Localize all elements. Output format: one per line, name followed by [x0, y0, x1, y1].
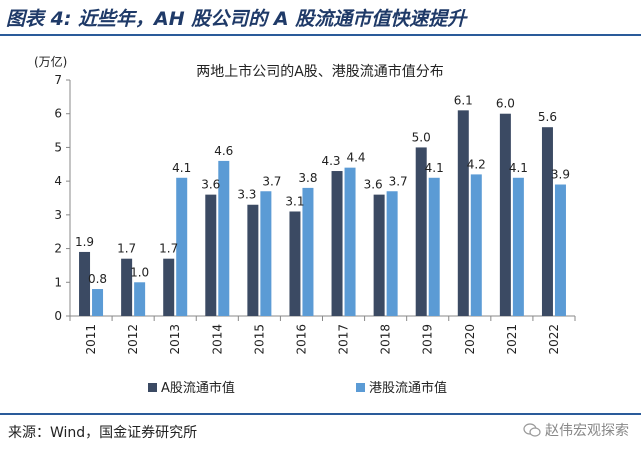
bar-a [205, 194, 217, 316]
bar-h [554, 184, 566, 316]
bar-a [247, 204, 259, 316]
bar-label-h: 4.1 [509, 161, 528, 175]
bar-a [289, 211, 301, 316]
bar-label-a: 1.7 [117, 242, 136, 256]
source-note: 来源：Wind，国金证券研究所 [8, 425, 198, 441]
bar-label-a: 3.3 [237, 188, 256, 202]
bar-h [344, 167, 356, 316]
legend-swatch-a [148, 383, 157, 392]
x-tick-label: 2017 [337, 324, 351, 355]
bar-h [218, 160, 230, 316]
y-tick-label: 6 [54, 107, 62, 121]
bar-label-a: 3.6 [201, 178, 220, 192]
watermark: 赵伟宏观探索 [523, 420, 629, 440]
bars-group [79, 110, 566, 316]
bar-h [386, 191, 398, 316]
x-tick-label: 2015 [252, 324, 266, 355]
y-tick-label: 3 [54, 208, 62, 222]
bar-label-h: 3.7 [389, 174, 408, 188]
bar-label-h: 0.8 [88, 272, 107, 286]
x-tick-label: 2012 [126, 324, 140, 355]
bar-label-a: 5.6 [538, 110, 557, 124]
x-axis: 2011 2012 2013 2014 2015 2016 2017 2018 2019 2020… [69, 315, 576, 355]
legend-label-h: 港股流通市值 [369, 380, 447, 396]
y-tick-label: 0 [54, 309, 62, 323]
x-tick-label: 2018 [379, 324, 393, 355]
figure-title: 图表 4: 近些年，AH 股公司的 A 股流通市值快速提升 [6, 8, 467, 30]
bar-h [302, 187, 314, 316]
bar-label-a: 3.1 [285, 194, 304, 208]
bar-label-a: 1.7 [159, 242, 178, 256]
bar-a [79, 251, 91, 316]
y-tick-label: 7 [54, 73, 62, 87]
bar-label-h: 4.4 [346, 151, 365, 165]
bar-label-a: 4.3 [321, 154, 340, 168]
bar-h [260, 191, 272, 316]
legend-label-a: A股流通市值 [161, 380, 235, 396]
bar-a [541, 127, 553, 316]
chart-title: 两地上市公司的A股、港股流通市值分布 [196, 63, 444, 80]
y-unit-label: (万亿) [34, 54, 67, 69]
bar-label-a: 6.1 [454, 93, 473, 107]
legend: A股流通市值 港股流通市值 [148, 380, 447, 396]
wechat-icon [523, 423, 541, 437]
y-tick-label: 4 [54, 174, 62, 188]
bar-label-h: 1.0 [130, 265, 149, 279]
bar-a [415, 147, 427, 316]
bar-a [163, 258, 175, 316]
bar-a [499, 113, 511, 316]
y-axis: 0 1 2 3 4 5 6 7 [54, 73, 71, 323]
bar-h [512, 177, 524, 316]
bar-label-a: 6.0 [496, 97, 515, 111]
top-rule [0, 34, 641, 36]
watermark-text: 赵伟宏观探索 [545, 423, 629, 439]
bar-label-h: 3.8 [298, 171, 317, 185]
x-tick-label: 2021 [505, 324, 519, 355]
x-tick-label: 2022 [547, 324, 561, 355]
bar-label-h: 3.7 [262, 174, 281, 188]
x-tick-label: 2020 [463, 324, 477, 355]
bar-label-h: 4.2 [467, 157, 486, 171]
bar-label-h: 3.9 [551, 168, 570, 182]
bar-label-a: 3.6 [364, 178, 383, 192]
bar-h [134, 282, 146, 316]
bar-a [373, 194, 385, 316]
x-tick-label: 2011 [84, 324, 98, 355]
y-tick-label: 5 [54, 140, 62, 154]
y-tick-label: 1 [54, 275, 62, 289]
bar-labels-group: 1.9 0.8 1.7 1.0 1.7 4.1 3.6 4.6 3.3 3.7 3.1 3.8 4.3 4… [75, 93, 570, 286]
x-tick-label: 2019 [421, 324, 435, 355]
bar-a [457, 110, 469, 316]
bar-label-a: 5.0 [412, 130, 431, 144]
bar-a [331, 171, 343, 316]
bar-label-a: 1.9 [75, 235, 94, 249]
bar-h [92, 289, 104, 316]
x-tick-label: 2013 [168, 324, 182, 355]
bottom-rule [0, 413, 641, 415]
x-tick-label: 2014 [210, 324, 224, 355]
bar-h [176, 177, 188, 316]
bar-a [121, 258, 133, 316]
legend-swatch-h [356, 383, 365, 392]
bar-label-h: 4.6 [214, 144, 233, 158]
x-tick-label: 2016 [294, 324, 308, 355]
bar-label-h: 4.1 [425, 161, 444, 175]
bar-h [428, 177, 440, 316]
bar-label-h: 4.1 [172, 161, 191, 175]
y-tick-label: 2 [54, 242, 62, 256]
bar-h [470, 174, 482, 316]
